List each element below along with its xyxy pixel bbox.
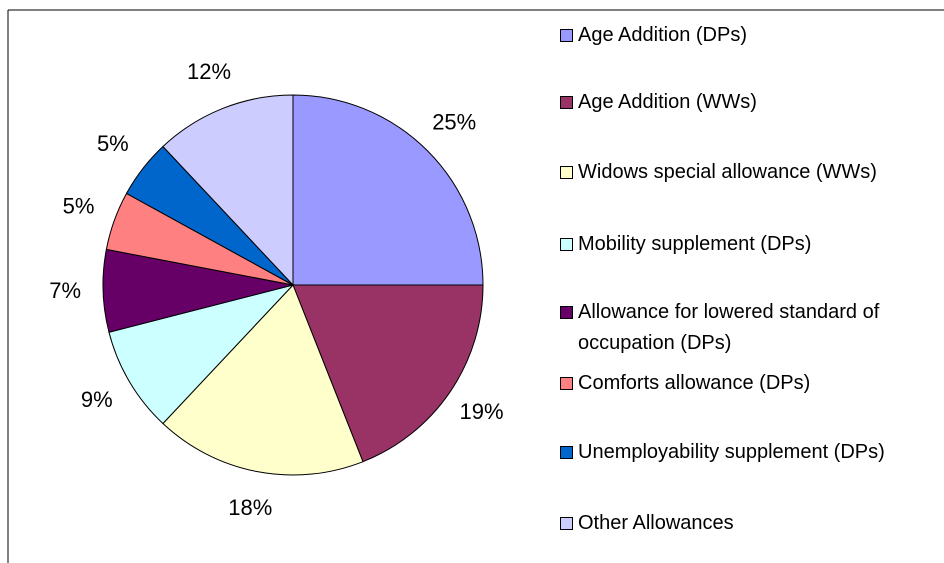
data-label: 19% xyxy=(460,399,504,424)
data-label: 18% xyxy=(228,495,272,520)
data-label: 12% xyxy=(187,59,231,84)
data-label: 5% xyxy=(63,194,95,219)
legend-label: Mobility supplement (DPs) xyxy=(578,233,812,255)
pie-slice xyxy=(108,284,295,425)
legend-swatch xyxy=(560,96,573,109)
legend-label: Widows special allowance (WWs) xyxy=(578,161,877,183)
legend-swatch xyxy=(560,166,573,179)
data-label: 25% xyxy=(432,110,476,135)
legend-swatch xyxy=(560,377,573,390)
legend-swatch xyxy=(560,517,573,530)
legend-label: Age Addition (DPs) xyxy=(578,24,747,46)
pie-slice xyxy=(162,284,364,476)
legend-swatch xyxy=(560,446,573,459)
legend-label: Comforts allowance (DPs) xyxy=(578,372,811,394)
pie-slice xyxy=(292,284,484,463)
legend-swatch xyxy=(560,238,573,251)
data-label: 7% xyxy=(49,278,81,303)
legend-label: Allowance for lowered standard of occupa… xyxy=(578,301,880,354)
data-label: 9% xyxy=(81,387,113,412)
legend-swatch xyxy=(560,29,573,42)
legend-label: Other Allowances xyxy=(578,512,734,534)
legend-label: Unemployability supplement (DPs) xyxy=(578,441,885,463)
legend-label: Age Addition (WWs) xyxy=(578,91,757,113)
legend-swatch xyxy=(560,306,573,319)
data-label: 5% xyxy=(97,131,129,156)
pie-slice xyxy=(162,94,294,287)
pie-slice xyxy=(292,94,484,286)
